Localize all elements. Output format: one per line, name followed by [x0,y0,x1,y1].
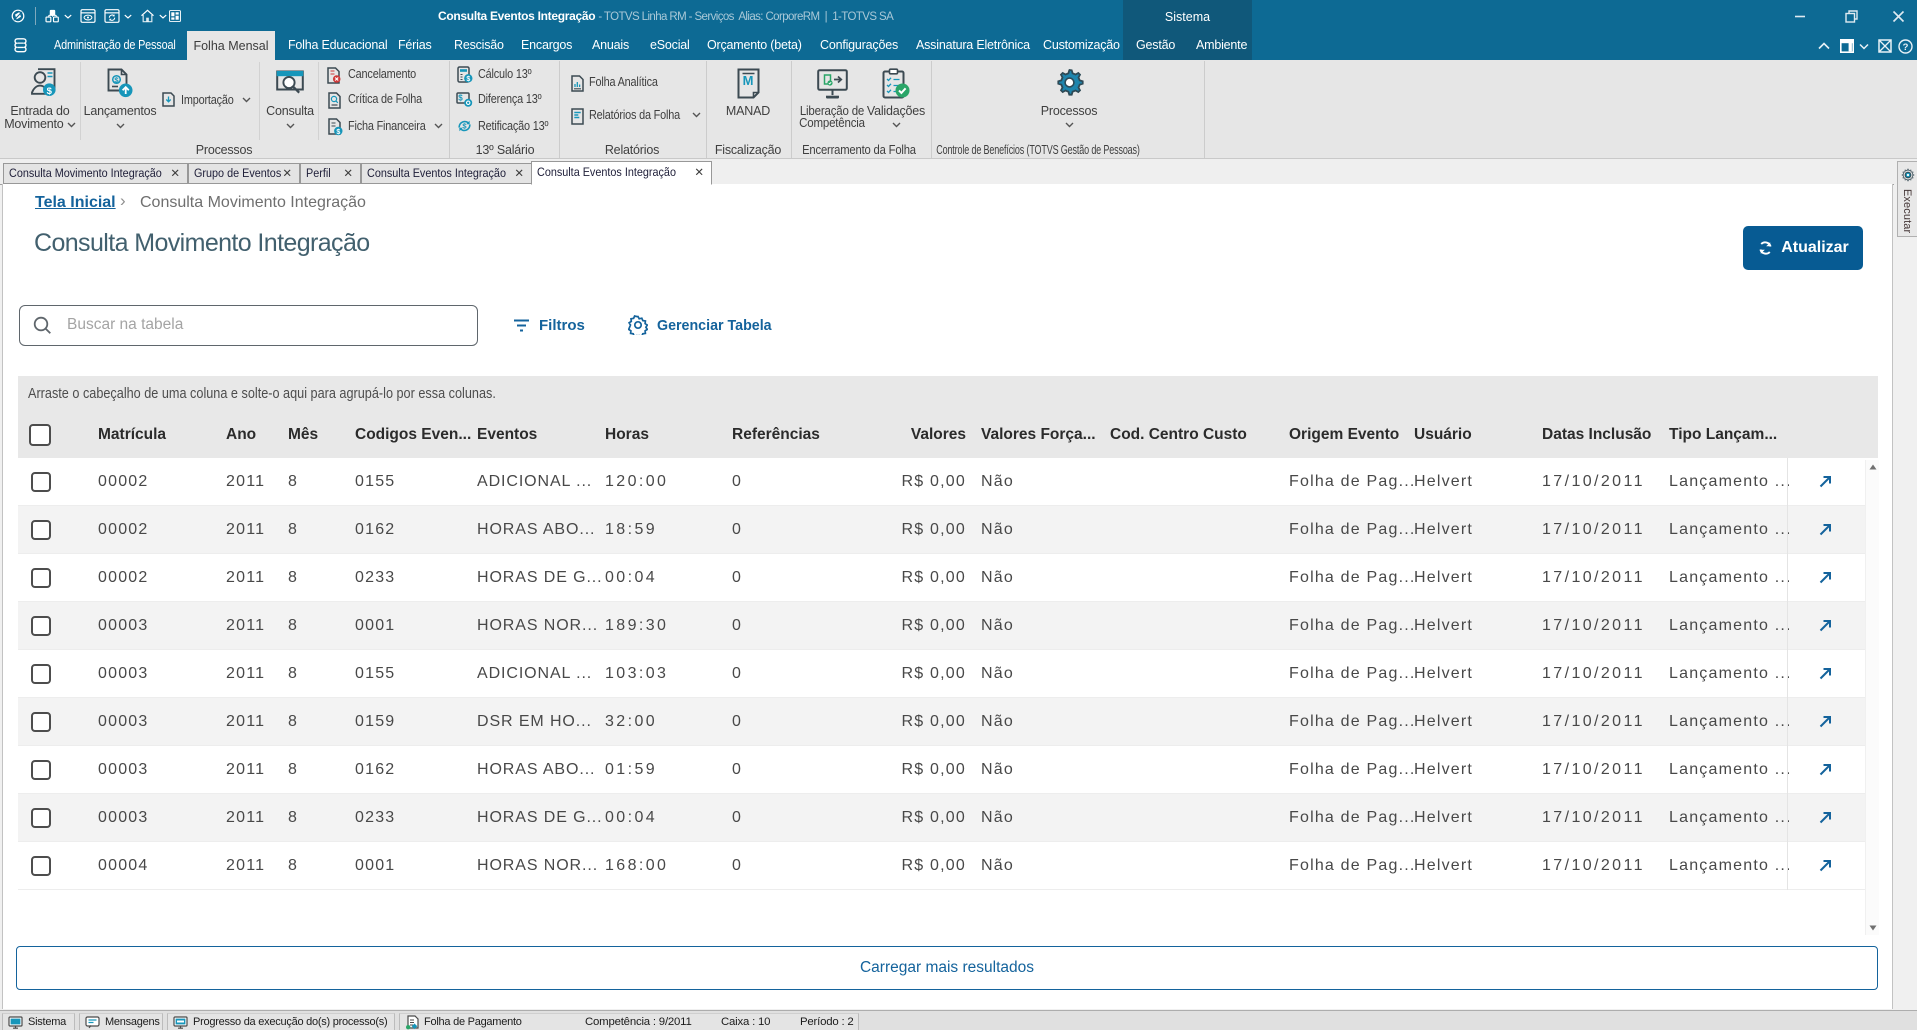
svg-text:$: $ [47,86,53,97]
svg-text:?: ? [1903,42,1909,53]
svg-text:$: $ [458,94,463,103]
svg-text:$: $ [114,76,119,85]
svg-text:$: $ [336,129,340,136]
svg-text:$: $ [462,122,467,131]
svg-text:M: M [743,73,754,88]
svg-text:$: $ [466,76,470,83]
